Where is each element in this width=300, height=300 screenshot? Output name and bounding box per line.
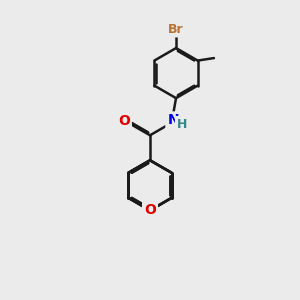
Text: Br: Br — [168, 22, 184, 36]
Text: O: O — [144, 203, 156, 218]
Text: H: H — [177, 118, 187, 131]
Text: O: O — [118, 114, 130, 128]
Text: N: N — [167, 113, 179, 128]
